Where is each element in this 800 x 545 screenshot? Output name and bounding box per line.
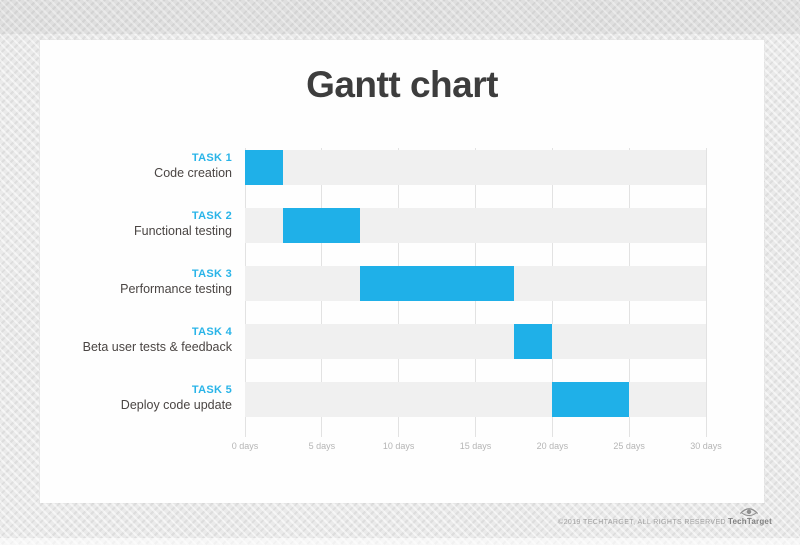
axis-tick-label: 10 days: [382, 441, 415, 451]
task-labels: TASK 3 Performance testing: [40, 267, 232, 297]
task-desc: Code creation: [154, 166, 232, 180]
task-bar: [513, 324, 553, 359]
task-desc: Deploy code update: [120, 398, 232, 412]
task-desc: Performance testing: [120, 282, 232, 296]
task-name: TASK 1: [191, 152, 232, 164]
eye-icon: [728, 505, 770, 517]
textured-bottom-strip: [0, 538, 800, 545]
task-labels: TASK 1 Code creation: [40, 151, 232, 181]
row-band: [245, 150, 706, 185]
axis-tick-label: 5 days: [308, 441, 336, 451]
task-bar: [283, 208, 361, 243]
footer-copyright: ©2019 TECHTARGET, ALL RIGHTS RESERVED: [558, 519, 726, 526]
task-desc: Beta user tests & feedback: [82, 340, 232, 354]
task-labels: TASK 4 Beta user tests & feedback: [40, 325, 232, 355]
task-labels: TASK 5 Deploy code update: [40, 383, 232, 413]
axis-tick-label: 20 days: [536, 441, 569, 451]
task-labels: TASK 2 Functional testing: [40, 209, 232, 239]
task-name: TASK 2: [191, 210, 232, 222]
chart-card: Gantt chart 0 days 5 days 10 days 15 days 20…: [40, 40, 764, 503]
task-desc: Functional testing: [134, 224, 232, 238]
task-name: TASK 5: [191, 384, 232, 396]
axis-tick-label: 15 days: [459, 441, 492, 451]
techtarget-logo: TechTarget: [728, 505, 772, 526]
task-bar: [552, 382, 630, 417]
row-band: [245, 324, 706, 359]
task-bar: [245, 150, 284, 185]
chart-title: Gantt chart: [306, 64, 498, 105]
task-bar: [360, 266, 514, 301]
axis-tick-label: 0 days: [231, 441, 259, 451]
textured-top-band: [0, 0, 800, 34]
task-name: TASK 3: [191, 268, 232, 280]
task-name: TASK 4: [191, 326, 232, 338]
gridline: [705, 148, 707, 437]
techtarget-wordmark: TechTarget: [728, 517, 772, 526]
axis-tick-label: 25 days: [613, 441, 645, 451]
axis-tick-label: 30 days: [690, 441, 722, 451]
row-band: [245, 382, 706, 417]
